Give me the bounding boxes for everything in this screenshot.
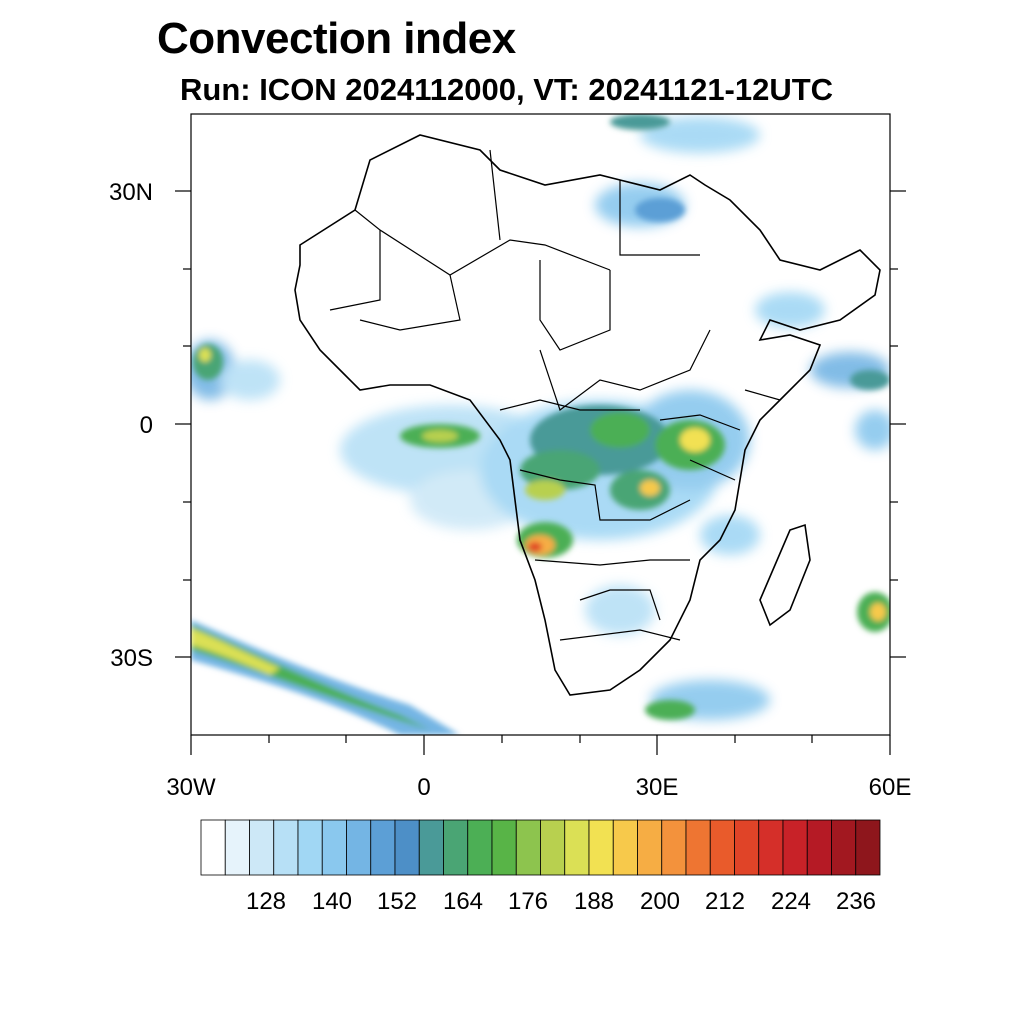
colorbar-swatch xyxy=(612,819,638,876)
colorbar-label: 140 xyxy=(311,888,353,915)
colorbar-label: 188 xyxy=(573,888,615,915)
colorbar-swatch xyxy=(685,819,711,876)
chart-title: Convection index xyxy=(157,14,516,63)
colorbar-swatch xyxy=(709,819,735,876)
lon-label-0: 0 xyxy=(417,774,431,801)
colorbar-swatch xyxy=(443,819,469,876)
colorbar-swatch xyxy=(564,819,590,876)
colorbar-swatch xyxy=(661,819,687,876)
colorbar-swatch xyxy=(249,819,275,876)
colorbar-label: 224 xyxy=(770,888,812,915)
lat-label-30n: 30N xyxy=(108,179,153,206)
lon-label-60e: 60E xyxy=(868,774,912,801)
lon-label-30w: 30W xyxy=(166,774,216,801)
colorbar-swatch xyxy=(491,819,517,876)
colorbar-swatch xyxy=(758,819,784,876)
chart-subtitle: Run: ICON 2024112000, VT: 20241121-12UTC xyxy=(180,72,834,107)
colorbar-label: 200 xyxy=(639,888,681,915)
colorbar-swatch xyxy=(806,819,832,876)
colorbar-swatch xyxy=(467,819,493,876)
colorbar-label: 152 xyxy=(376,888,418,915)
colorbar-swatch xyxy=(224,819,250,876)
colorbar-swatch xyxy=(588,819,614,876)
lat-label-0: 0 xyxy=(139,412,153,439)
colorbar xyxy=(200,819,881,876)
axis-ticks xyxy=(175,190,906,755)
colorbar-swatch xyxy=(297,819,323,876)
colorbar-swatch xyxy=(540,819,566,876)
lon-label-30e: 30E xyxy=(635,774,679,801)
colorbar-swatch xyxy=(321,819,347,876)
colorbar-swatch xyxy=(831,819,857,876)
colorbar-swatch xyxy=(200,819,226,876)
colorbar-label: 212 xyxy=(704,888,746,915)
colorbar-swatch xyxy=(394,819,420,876)
colorbar-label: 176 xyxy=(507,888,549,915)
colorbar-label: 128 xyxy=(245,888,287,915)
country-borders xyxy=(329,149,781,641)
colorbar-swatch xyxy=(418,819,444,876)
colorbar-label: 236 xyxy=(835,888,877,915)
coastlines xyxy=(294,134,881,696)
convection-field xyxy=(191,114,890,735)
colorbar-swatch xyxy=(273,819,299,876)
colorbar-swatch xyxy=(734,819,760,876)
colorbar-swatch xyxy=(346,819,372,876)
colorbar-label: 164 xyxy=(442,888,484,915)
colorbar-swatch xyxy=(515,819,541,876)
colorbar-swatch xyxy=(782,819,808,876)
lat-label-30s: 30S xyxy=(110,645,153,672)
colorbar-swatch xyxy=(855,819,881,876)
colorbar-swatch xyxy=(637,819,663,876)
colorbar-swatch xyxy=(370,819,396,876)
